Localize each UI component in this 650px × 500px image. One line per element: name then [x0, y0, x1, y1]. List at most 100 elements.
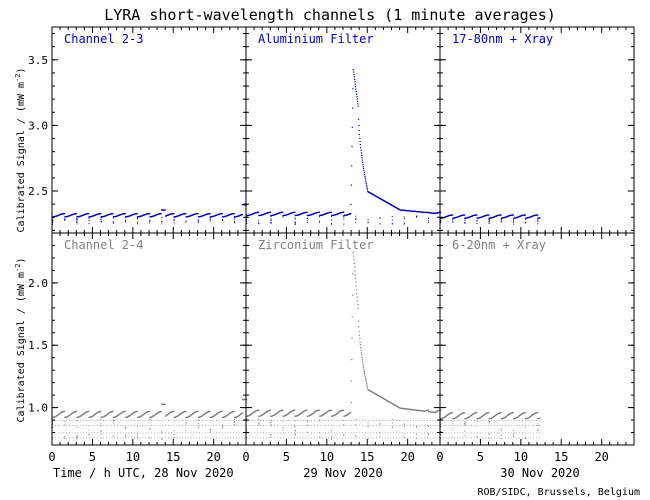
data-point	[360, 347, 362, 349]
data-point	[362, 432, 363, 434]
data-point	[76, 436, 78, 438]
data-point	[427, 409, 429, 411]
data-point	[454, 432, 455, 434]
data-point	[248, 420, 250, 421]
data-point	[539, 417, 541, 419]
data-point	[398, 420, 400, 421]
data-point	[271, 425, 273, 426]
data-point	[114, 420, 116, 421]
data-point	[218, 432, 220, 434]
data-point	[457, 425, 458, 426]
data-point	[359, 425, 361, 426]
data-point	[362, 420, 363, 421]
data-point	[64, 410, 66, 412]
data-point	[357, 304, 359, 306]
data-point	[496, 437, 498, 439]
panel-bottom-1: Channel 2-4 1.0 1.5 2.0 0 5 10 15 20	[28, 232, 248, 464]
data-point	[513, 420, 515, 421]
data-point	[197, 219, 199, 221]
data-point	[418, 425, 420, 426]
data-point	[159, 437, 161, 439]
data-point	[403, 423, 405, 425]
data-point	[294, 437, 295, 439]
data-point	[429, 420, 431, 421]
data-point	[199, 432, 200, 434]
data-point	[168, 425, 169, 426]
data-point	[209, 213, 211, 215]
data-point	[359, 432, 361, 434]
data-point	[199, 437, 200, 439]
data-point	[519, 432, 521, 434]
data-point	[537, 218, 539, 220]
data-point	[373, 437, 375, 439]
data-point	[391, 418, 393, 420]
panel-bottom-2: Zirconium Filter 0 5 10 15 20	[242, 232, 442, 464]
data-point	[500, 412, 502, 414]
data-point	[209, 431, 211, 433]
data-point	[204, 437, 206, 439]
data-point	[235, 432, 237, 434]
data-point	[173, 220, 175, 221]
data-point	[435, 432, 437, 434]
data-point	[151, 437, 152, 439]
data-point	[468, 420, 470, 421]
data-point	[318, 409, 320, 411]
data-point	[102, 437, 104, 439]
data-point	[108, 425, 110, 426]
data-point	[539, 437, 540, 439]
data-point	[366, 189, 369, 191]
data-point	[468, 425, 470, 426]
data-point	[525, 222, 526, 224]
data-point	[112, 222, 114, 224]
data-point	[244, 437, 246, 439]
data-point	[361, 359, 363, 361]
data-point	[282, 216, 284, 218]
panel-bottom-3: 6-20nm + Xray 0 5 10 15 20	[436, 232, 635, 464]
data-point	[294, 223, 296, 225]
data-point	[76, 221, 78, 223]
data-point	[209, 430, 211, 432]
data-point	[440, 425, 442, 427]
data-point	[168, 437, 169, 439]
data-series	[52, 398, 248, 440]
data-point	[463, 214, 466, 216]
data-point	[410, 432, 411, 434]
chart-title: LYRA short-wavelength channels (1 minute…	[104, 6, 556, 24]
data-point	[530, 425, 532, 426]
data-point	[209, 220, 211, 222]
data-point	[88, 434, 90, 436]
data-point	[345, 420, 346, 421]
data-point	[156, 420, 158, 421]
data-point	[451, 425, 453, 426]
data-point	[139, 420, 141, 421]
data-point	[381, 432, 383, 434]
data-point	[519, 420, 521, 421]
data-point	[416, 215, 418, 217]
data-point	[537, 223, 539, 225]
data-point	[197, 425, 199, 427]
data-point	[105, 432, 107, 434]
data-point	[234, 424, 235, 426]
data-point	[355, 436, 357, 438]
x-axis-label-day1: Time / h UTC, 28 Nov 2020	[53, 466, 234, 480]
data-point	[500, 438, 502, 440]
data-point	[199, 420, 200, 421]
data-point	[165, 432, 167, 434]
data-point	[339, 425, 341, 426]
data-point	[311, 437, 312, 439]
data-point	[218, 437, 220, 439]
data-point	[294, 217, 296, 219]
data-point	[500, 219, 502, 220]
data-point	[424, 432, 426, 434]
data-point	[527, 425, 529, 426]
data-point	[282, 211, 284, 213]
data-point	[288, 432, 290, 434]
data-point	[476, 436, 478, 438]
data-point	[440, 409, 442, 411]
data-point	[187, 420, 189, 421]
data-point	[476, 214, 478, 216]
data-point	[496, 432, 498, 434]
data-point	[539, 217, 541, 219]
data-point	[185, 420, 186, 421]
data-point	[263, 425, 264, 426]
